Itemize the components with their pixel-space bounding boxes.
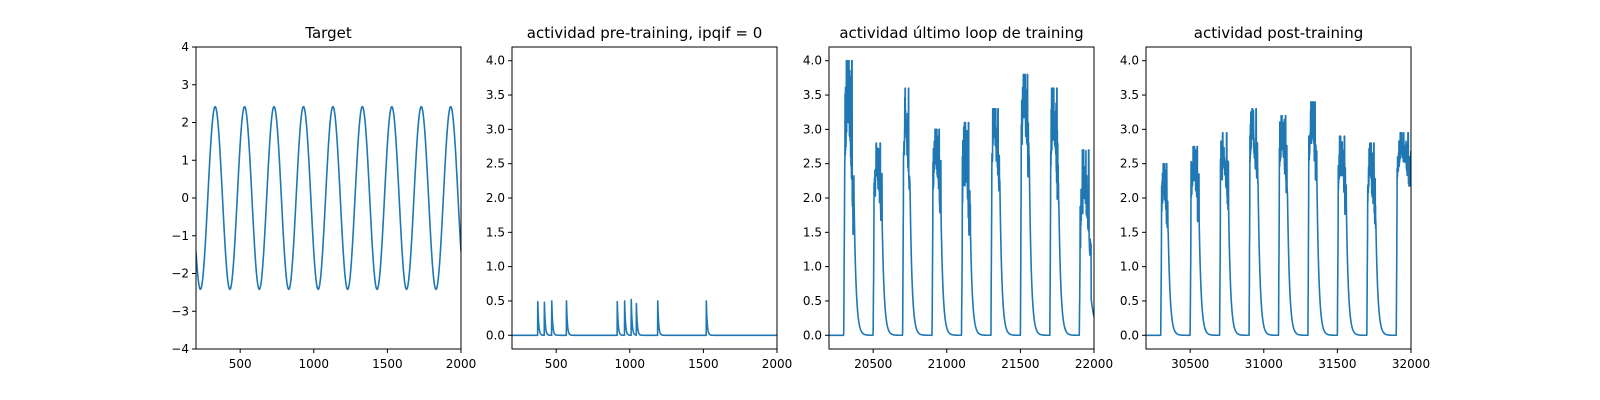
y-tick-label: 1.5 [486, 225, 505, 239]
x-tick-label: 20500 [854, 357, 892, 371]
x-tick-label: 21500 [1001, 357, 1039, 371]
y-tick-label: 2.5 [486, 157, 505, 171]
series-line [512, 298, 777, 337]
subplot-3: 20500 21000 21500 22000 0.0 0.5 1.0 1.5 2.0 2.5 3.… [803, 24, 1113, 371]
y-tick-label: 2 [181, 116, 189, 130]
y-tick-label: 3.0 [803, 122, 822, 136]
x-tick-label: 1500 [688, 357, 719, 371]
x-tick-label: 31500 [1318, 357, 1356, 371]
x-tick-label: 2000 [446, 357, 477, 371]
y-tick-label: 1.5 [803, 225, 822, 239]
subplot-2: 500 1000 1500 2000 0.0 0.5 1.0 1.5 2.0 2.5 3.0 3.5 4… [486, 24, 792, 371]
y-tick-label: 0.5 [486, 294, 505, 308]
subplot-title: Target [304, 24, 352, 42]
x-tick-label: 30500 [1171, 357, 1209, 371]
subplot-4: 30500 31000 31500 32000 0.0 0.5 1.0 1.5 2.0 2.5 3.… [1120, 24, 1430, 371]
y-tick-label: −1 [171, 229, 189, 243]
y-tick-label: 3 [181, 78, 189, 92]
y-tick-label: 1.5 [1120, 225, 1139, 239]
series-line [1146, 101, 1411, 337]
x-tick-label: 500 [229, 357, 252, 371]
series-line [196, 105, 461, 291]
y-tick-label: 4.0 [486, 54, 505, 68]
x-tick-label: 1000 [615, 357, 646, 371]
y-tick-label: 0.0 [803, 328, 822, 342]
x-tick-label: 500 [545, 357, 568, 371]
y-tick-label: 0.5 [1120, 294, 1139, 308]
x-tick-label: 21000 [928, 357, 966, 371]
x-tick-label: 31000 [1245, 357, 1283, 371]
y-tick-label: 4.0 [1120, 54, 1139, 68]
x-tick-label: 1000 [299, 357, 330, 371]
y-tick-label: 0.5 [803, 294, 822, 308]
y-tick-label: 0.0 [486, 328, 505, 342]
y-tick-label: 0 [181, 191, 189, 205]
y-tick-label: 1.0 [486, 260, 505, 274]
y-tick-label: 2.0 [1120, 191, 1139, 205]
subplot-title: actividad post-training [1194, 24, 1363, 42]
y-tick-label: 1.0 [1120, 260, 1139, 274]
x-tick-label: 2000 [762, 357, 793, 371]
y-tick-label: 2.5 [803, 157, 822, 171]
subplot-1: 500 1000 1500 2000 −4 −3 −2 −1 0 1 2 3 4 Target [171, 24, 476, 371]
subplot-title: actividad pre-training, ipqif = 0 [527, 24, 763, 42]
y-tick-label: 3.0 [1120, 122, 1139, 136]
y-tick-label: 1.0 [803, 260, 822, 274]
y-tick-label: 3.0 [486, 122, 505, 136]
y-tick-label: 2.0 [486, 191, 505, 205]
y-tick-label: −3 [171, 304, 189, 318]
y-tick-label: 3.5 [803, 88, 822, 102]
y-tick-label: 4 [181, 40, 189, 54]
x-tick-label: 1500 [372, 357, 403, 371]
x-tick-label: 32000 [1392, 357, 1430, 371]
y-tick-label: 2.0 [803, 191, 822, 205]
subplot-title: actividad último loop de training [839, 24, 1083, 42]
y-tick-label: 0.0 [1120, 328, 1139, 342]
x-tick-label: 22000 [1075, 357, 1113, 371]
series-line [829, 59, 1094, 337]
y-tick-label: 4.0 [803, 54, 822, 68]
y-tick-label: 2.5 [1120, 157, 1139, 171]
y-tick-label: −4 [171, 342, 189, 356]
y-tick-label: 3.5 [1120, 88, 1139, 102]
y-tick-label: −2 [171, 267, 189, 281]
y-tick-label: 1 [181, 153, 189, 167]
y-tick-label: 3.5 [486, 88, 505, 102]
